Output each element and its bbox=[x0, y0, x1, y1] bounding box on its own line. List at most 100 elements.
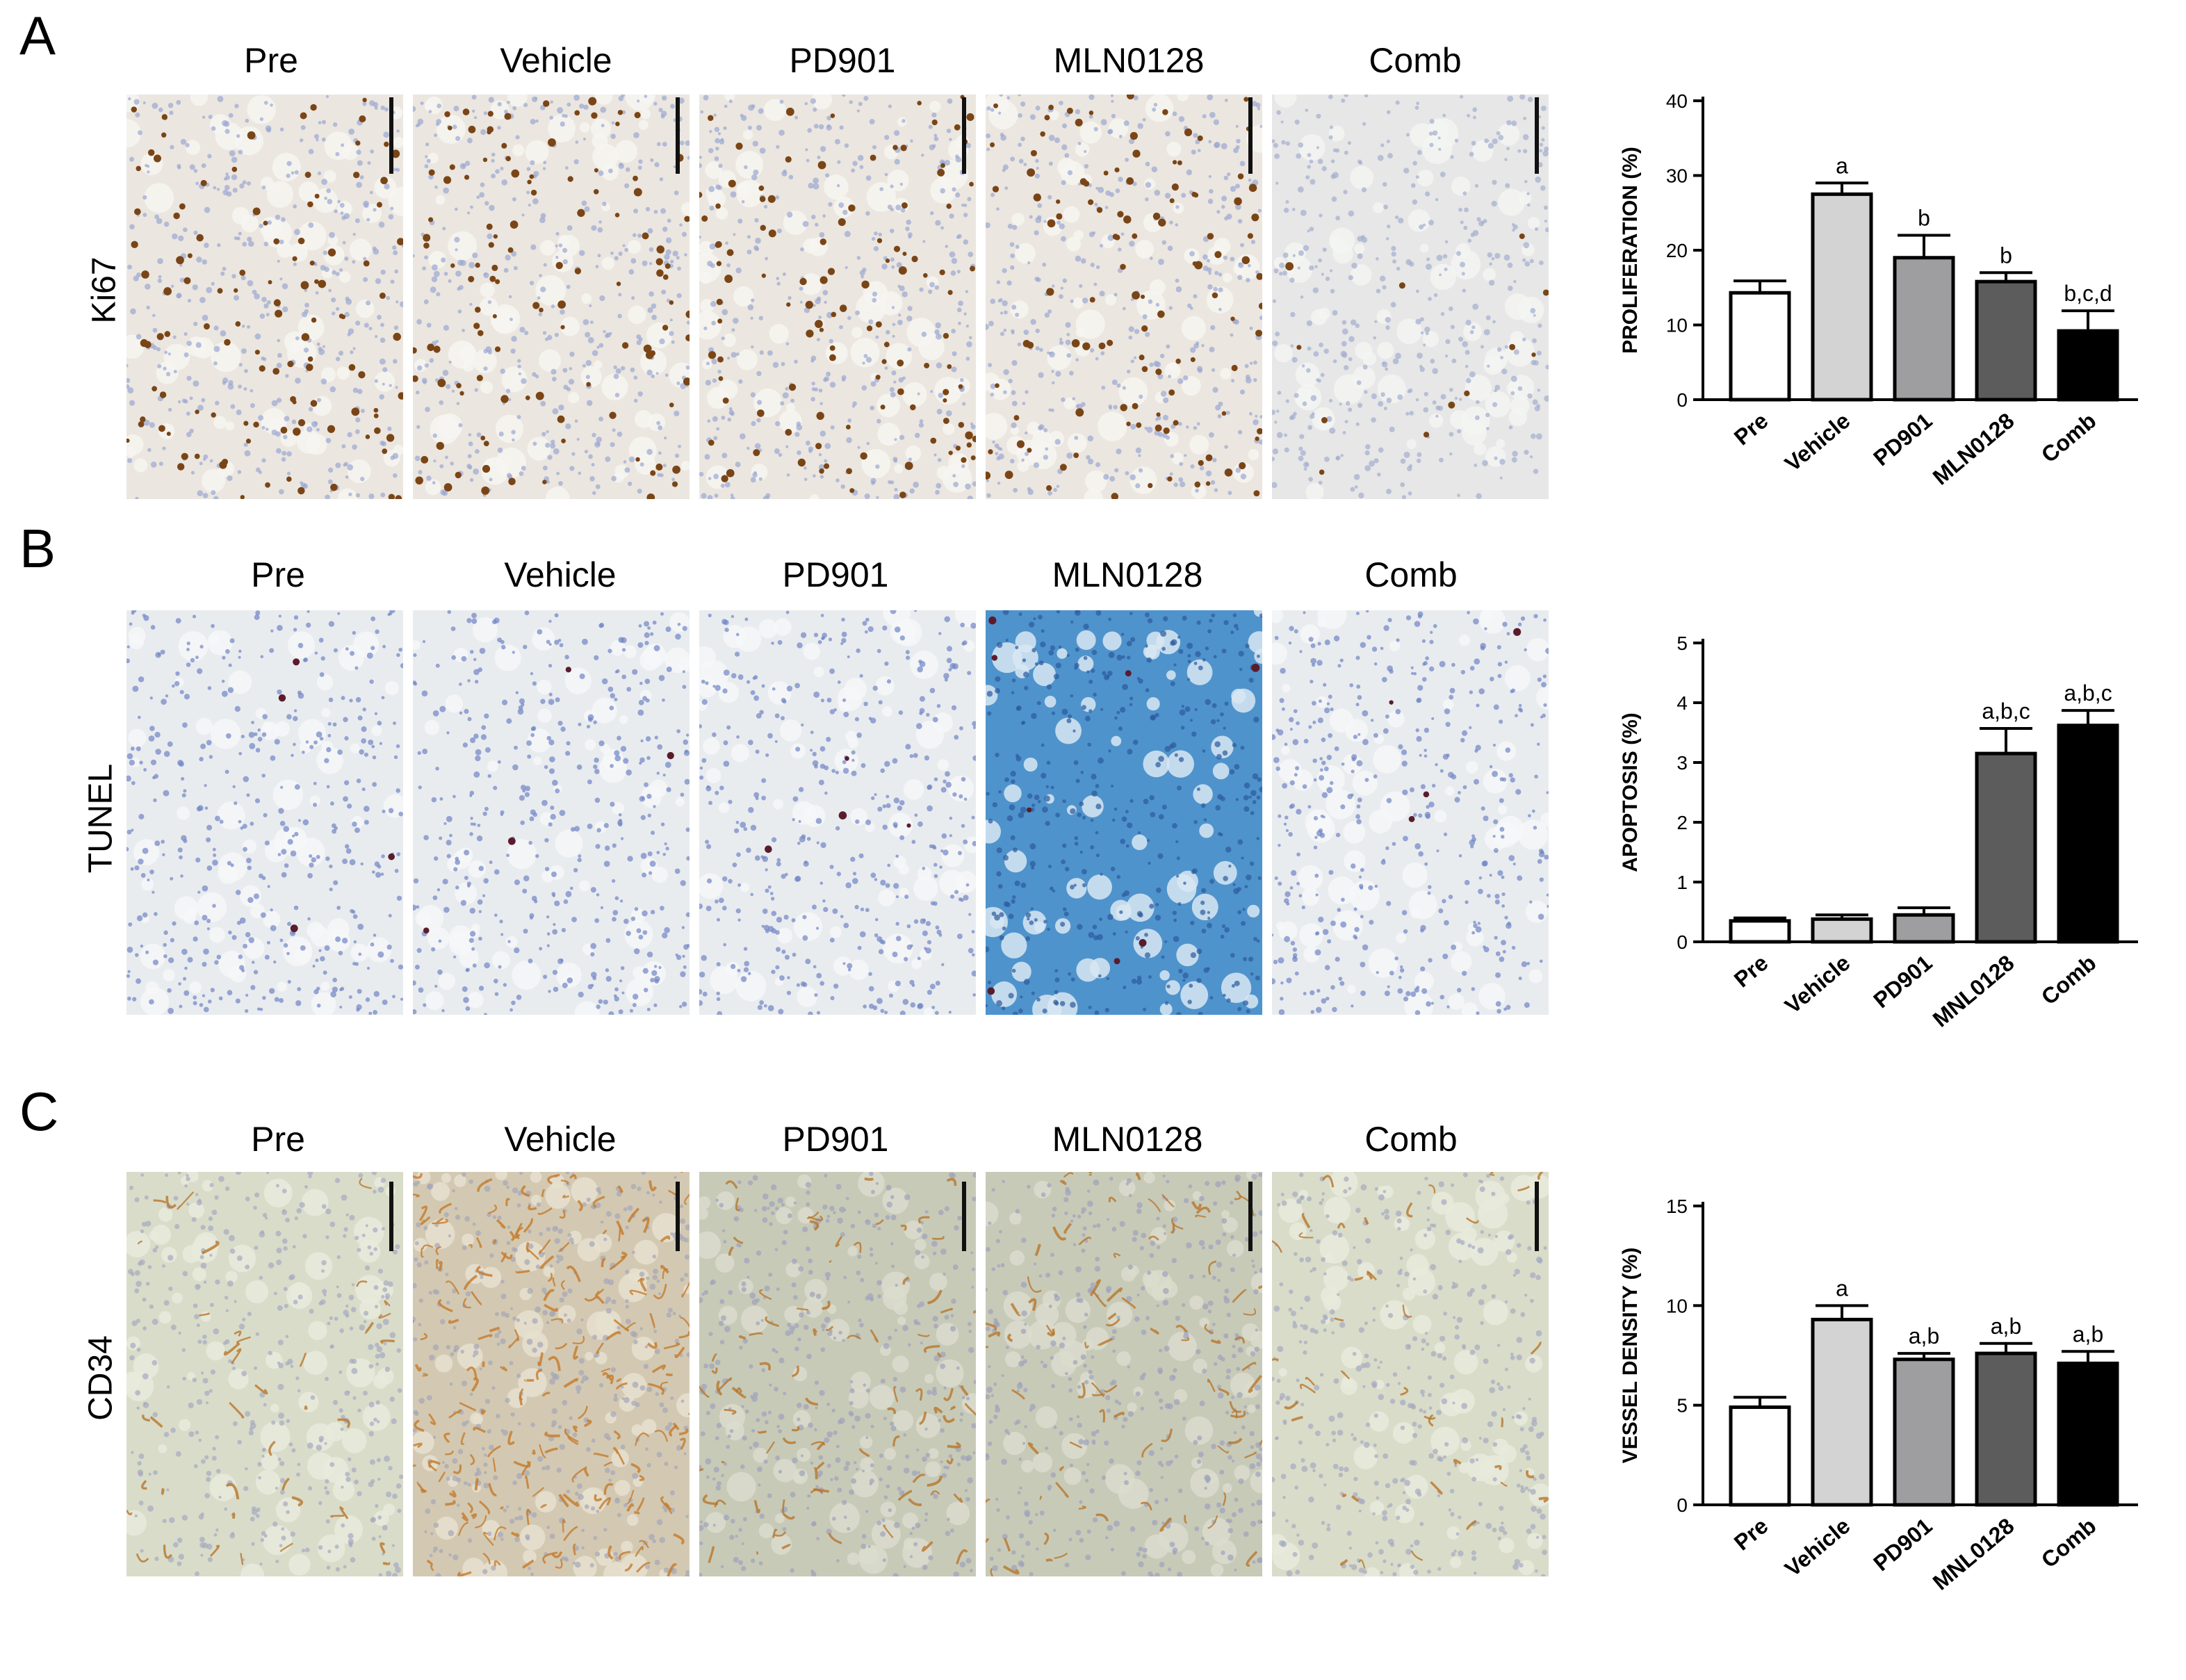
scale-bar bbox=[389, 1182, 393, 1251]
x-tick-label: Comb bbox=[2037, 408, 2101, 468]
column-label-pre: Pre bbox=[251, 555, 305, 594]
y-tick-label: 2 bbox=[1677, 812, 1688, 833]
micrograph-ki67-comb bbox=[1272, 95, 1549, 499]
column-label-vehicle: Vehicle bbox=[500, 41, 612, 80]
micrograph-ki67-vehicle bbox=[413, 95, 690, 499]
scale-bar bbox=[1535, 97, 1539, 174]
column-label-mln0128: MLN0128 bbox=[1052, 555, 1203, 594]
x-tick-label: Comb bbox=[2037, 1513, 2101, 1573]
micrograph-tunel-pre bbox=[127, 610, 403, 1015]
micrograph-tunel-vehicle bbox=[413, 610, 690, 1015]
significance-label: b,c,d bbox=[2064, 281, 2112, 306]
micrograph-cd34-vehicle bbox=[413, 1172, 690, 1576]
y-tick-label: 40 bbox=[1666, 90, 1688, 112]
column-label-pd901: PD901 bbox=[782, 555, 889, 594]
column-label-pd901: PD901 bbox=[789, 41, 896, 80]
column-label-vehicle: Vehicle bbox=[504, 555, 617, 594]
bar bbox=[1975, 751, 2037, 944]
bar bbox=[2057, 1361, 2119, 1507]
bar bbox=[2057, 724, 2119, 944]
x-tick-label: PD901 bbox=[1868, 1513, 1936, 1576]
x-tick-label: Pre bbox=[1729, 408, 1773, 450]
significance-label: a,b bbox=[1991, 1314, 2021, 1339]
row-label-tunel: TUNEL bbox=[82, 763, 120, 874]
micrograph-tunel-mln0128 bbox=[986, 610, 1262, 1015]
micrograph-tunel-pd901 bbox=[699, 610, 976, 1015]
x-tick-label: MNL0128 bbox=[1928, 950, 2019, 1032]
scale-bar bbox=[962, 97, 966, 174]
significance-label: a,b,c bbox=[1982, 699, 2030, 724]
bar bbox=[1729, 919, 1791, 944]
bar bbox=[1893, 913, 1955, 944]
bar bbox=[1729, 291, 1791, 402]
proliferation-chart: PROLIFERATION (%) 0 10 20 30 40 Pre a Vehicle b PD… bbox=[1619, 90, 2138, 490]
y-tick-label: 0 bbox=[1677, 931, 1688, 953]
significance-label: a,b bbox=[2073, 1321, 2103, 1346]
micrograph-ki67-pd901 bbox=[699, 95, 976, 499]
bar bbox=[1729, 1405, 1791, 1507]
scale-bar bbox=[389, 97, 393, 174]
panel-letter-c: C bbox=[19, 1081, 59, 1142]
bar bbox=[1811, 1317, 1873, 1507]
column-label-comb: Comb bbox=[1364, 1120, 1458, 1159]
significance-label: a,b,c bbox=[2064, 680, 2112, 706]
micrograph-cd34-comb bbox=[1272, 1172, 1549, 1576]
y-tick-label: 5 bbox=[1677, 1395, 1688, 1417]
y-axis-label: VESSEL DENSITY (%) bbox=[1619, 1248, 1642, 1464]
significance-label: b bbox=[2000, 243, 2012, 268]
x-tick-label: Vehicle bbox=[1780, 950, 1855, 1018]
y-tick-label: 15 bbox=[1666, 1196, 1688, 1217]
row-label-cd34: CD34 bbox=[82, 1335, 120, 1421]
x-tick-label: Vehicle bbox=[1780, 1513, 1855, 1581]
x-tick-label: MNL0128 bbox=[1928, 1513, 2019, 1595]
x-tick-label: PD901 bbox=[1868, 408, 1936, 471]
column-label-vehicle: Vehicle bbox=[504, 1120, 617, 1159]
column-label-comb: Comb bbox=[1364, 555, 1458, 594]
bar bbox=[1893, 1357, 1955, 1507]
panel-letter-a: A bbox=[19, 5, 56, 66]
y-tick-label: 1 bbox=[1677, 872, 1688, 893]
y-tick-label: 4 bbox=[1677, 692, 1688, 714]
x-tick-label: Comb bbox=[2037, 950, 2101, 1010]
column-label-pre: Pre bbox=[251, 1120, 305, 1159]
y-tick-label: 5 bbox=[1677, 633, 1688, 654]
x-tick-label: MLN0128 bbox=[1928, 408, 2019, 490]
micrograph-cd34-pre bbox=[127, 1172, 403, 1576]
column-label-mln0128: MLN0128 bbox=[1052, 1120, 1203, 1159]
x-tick-label: Pre bbox=[1729, 1513, 1773, 1556]
micrograph-ki67-mln0128 bbox=[986, 95, 1262, 499]
bar bbox=[1811, 917, 1873, 944]
y-tick-label: 3 bbox=[1677, 752, 1688, 774]
micrograph-tunel-comb bbox=[1272, 610, 1549, 1015]
bar bbox=[1975, 279, 2037, 402]
x-tick-label: Vehicle bbox=[1780, 408, 1855, 476]
significance-label: a bbox=[1836, 153, 1848, 178]
x-tick-label: Pre bbox=[1729, 950, 1773, 993]
y-tick-label: 30 bbox=[1666, 165, 1688, 187]
bar bbox=[1975, 1351, 2037, 1507]
bar bbox=[1893, 256, 1955, 402]
bar bbox=[2057, 329, 2119, 402]
y-axis-label: PROLIFERATION (%) bbox=[1619, 147, 1642, 354]
x-tick-label: PD901 bbox=[1868, 950, 1936, 1013]
y-tick-label: 10 bbox=[1666, 315, 1688, 336]
column-label-mln0128: MLN0128 bbox=[1053, 41, 1205, 80]
significance-label: b bbox=[1918, 206, 1930, 231]
row-label-ki67: Ki67 bbox=[85, 256, 123, 324]
vessel-density-chart: VESSEL DENSITY (%) 0 5 10 15 Pre a Vehicle a,b PD… bbox=[1619, 1196, 2138, 1595]
y-tick-label: 0 bbox=[1677, 389, 1688, 411]
scale-bar bbox=[676, 1182, 680, 1251]
scale-bar bbox=[1248, 97, 1253, 174]
significance-label: a,b bbox=[1909, 1323, 1939, 1348]
scale-bar bbox=[1248, 1182, 1253, 1251]
scale-bar bbox=[1535, 1182, 1539, 1251]
apoptosis-chart: APOPTOSIS (%) 0 1 2 3 4 5 Pre Vehicle PD901 a,b,c M… bbox=[1619, 633, 2138, 1032]
y-axis-label: APOPTOSIS (%) bbox=[1619, 712, 1642, 872]
column-label-comb: Comb bbox=[1369, 41, 1462, 80]
micrograph-cd34-pd901 bbox=[699, 1172, 976, 1576]
y-tick-label: 10 bbox=[1666, 1295, 1688, 1316]
column-label-pre: Pre bbox=[244, 41, 298, 80]
micrograph-ki67-pre bbox=[127, 95, 403, 499]
scale-bar bbox=[676, 97, 680, 174]
micrograph-cd34-mln0128 bbox=[986, 1172, 1262, 1576]
